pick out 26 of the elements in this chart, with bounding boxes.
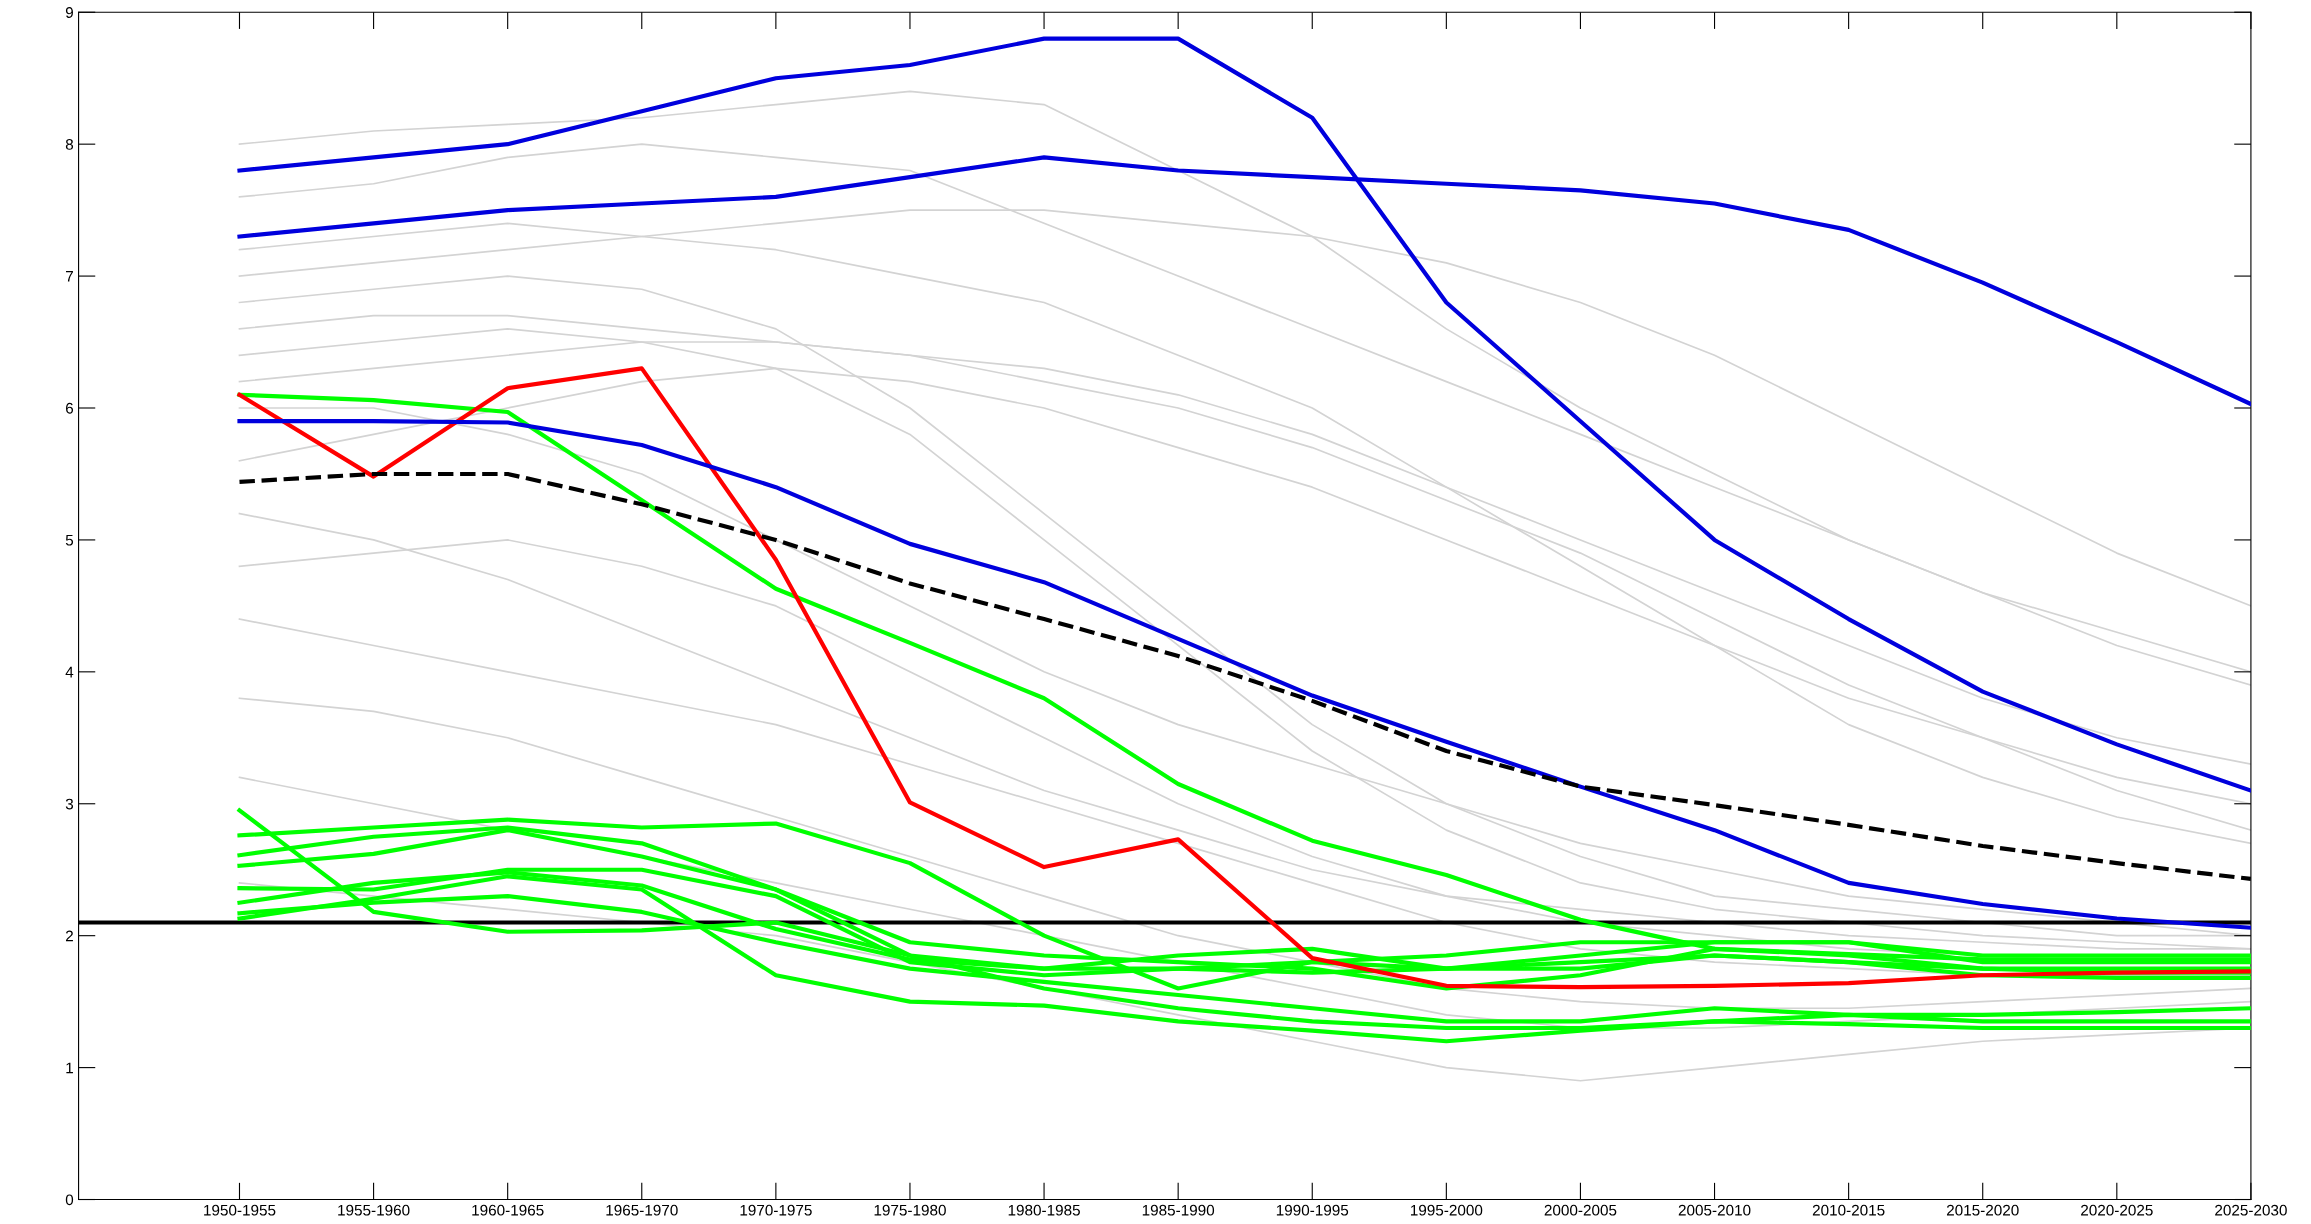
x-tick-label: 1960-1965 — [472, 1204, 544, 1216]
x-tick-label: 2025-2030 — [2215, 1204, 2287, 1216]
y-tick-label: 8 — [65, 139, 74, 150]
x-tick-label: 1970-1975 — [740, 1204, 812, 1216]
y-tick-label: 4 — [65, 666, 74, 678]
y-tick-label: 3 — [65, 798, 74, 810]
x-tick-label: 1950-1955 — [204, 1204, 276, 1216]
x-tick-label: 1975-1980 — [874, 1204, 946, 1216]
x-tick-label: 1990-1995 — [1276, 1204, 1349, 1216]
x-tick-label: 2010-2015 — [1812, 1204, 1885, 1216]
y-tick-label: 6 — [65, 402, 74, 414]
x-tick-label: 2005-2010 — [1678, 1204, 1751, 1216]
x-tick-label: 2015-2020 — [1946, 1204, 2019, 1216]
y-tick-label: 1 — [66, 1062, 73, 1074]
y-tick-label: 7 — [66, 271, 73, 282]
x-tick-label: 2020-2025 — [2081, 1204, 2153, 1216]
y-tick-label: 5 — [65, 534, 74, 546]
y-tick-label: 0 — [65, 1194, 74, 1206]
x-tick-label: 1965-1970 — [606, 1204, 678, 1216]
x-tick-label: 1955-1960 — [338, 1204, 410, 1216]
x-tick-label: 1985-1990 — [1142, 1204, 1215, 1216]
x-tick-label: 1980-1985 — [1008, 1204, 1080, 1216]
y-tick-label: 2 — [65, 930, 73, 942]
x-tick-label: 1995-2000 — [1410, 1204, 1483, 1216]
x-tick-label: 2000-2005 — [1544, 1204, 1617, 1216]
y-tick-label: 9 — [65, 7, 73, 18]
